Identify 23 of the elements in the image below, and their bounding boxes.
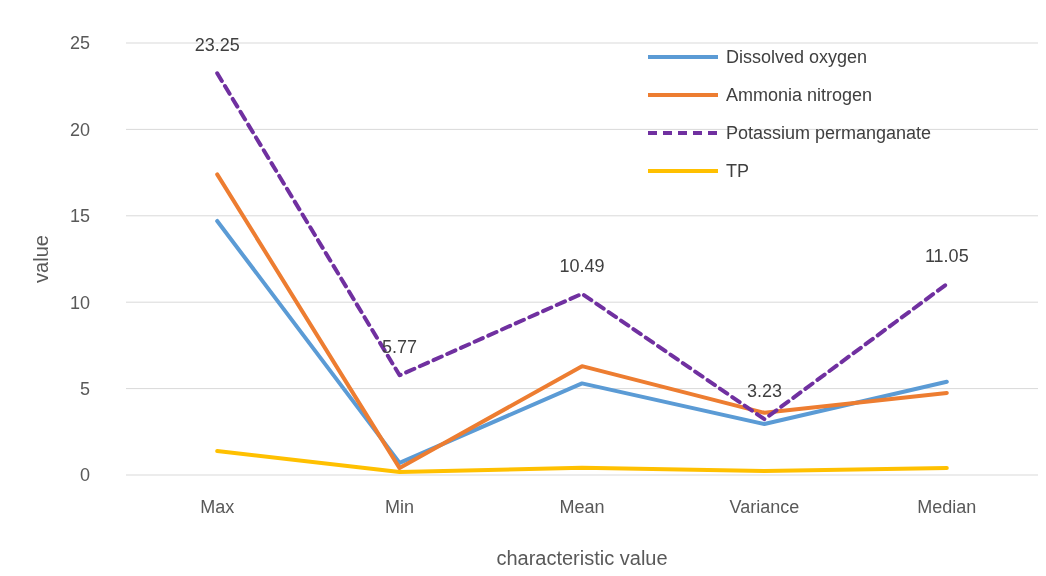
y-tick-label: 5 [79,378,90,399]
line-series [215,448,949,475]
data-label: 5.77 [382,337,418,358]
data-label: 10.49 [559,255,605,276]
data-label: 3.23 [746,381,782,402]
y-tick-label: 0 [79,465,90,486]
x-tick-label: Median [917,497,977,517]
y-axis-title: value [30,235,52,283]
legend-label: Dissolved oxygen [726,47,868,68]
legend-label: Potassium permanganate [726,123,932,144]
y-tick-label: 10 [69,292,90,313]
data-label: 23.25 [194,35,240,56]
data-label: 11.05 [924,246,969,267]
y-tick-label: 25 [69,33,90,54]
x-tick-label: Min [385,497,415,517]
y-tick-label: 20 [69,119,90,140]
legend-label: Ammonia nitrogen [726,85,873,106]
legend-label: TP [726,161,750,182]
x-axis-title: characteristic value [496,547,668,569]
x-tick-label: Max [200,497,235,517]
x-tick-label: Variance [729,497,800,517]
x-tick-label: Mean [559,497,605,517]
y-tick-label: 15 [69,206,90,227]
